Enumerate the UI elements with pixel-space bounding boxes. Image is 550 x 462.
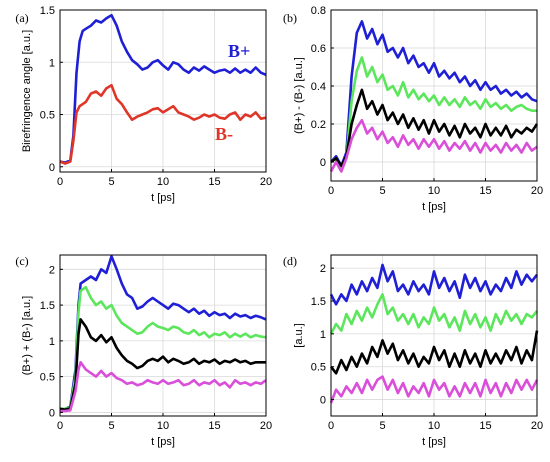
panel-label: (b) <box>283 11 297 25</box>
y-axis-label: (B+) + (B-) [a.u.] <box>21 296 33 375</box>
series-line-3 <box>329 118 538 173</box>
x-tick-label: 5 <box>379 420 385 432</box>
y-tick-label: 1 <box>49 336 55 348</box>
y-tick-label: 0.4 <box>311 81 326 93</box>
series-line-3 <box>329 375 539 404</box>
y-axis-label: [a.u.] <box>293 323 305 347</box>
x-axis-label: t [ps] <box>422 436 446 448</box>
series-line-1 <box>329 293 539 335</box>
series-line-1 <box>59 84 267 165</box>
x-axis-label: t [ps] <box>422 201 446 213</box>
panel-label: (c) <box>15 254 28 268</box>
y-axis-label: Birefringence angle [a.u.] <box>21 30 33 152</box>
x-tick-label: 15 <box>208 176 220 188</box>
x-tick-label: 0 <box>328 185 334 197</box>
x-tick-label: 10 <box>428 185 440 197</box>
series-line-2 <box>330 88 539 168</box>
x-tick-label: 0 <box>57 420 63 432</box>
x-tick-label: 15 <box>479 420 491 432</box>
series-line-3 <box>60 360 267 413</box>
x-tick-label: 10 <box>157 420 169 432</box>
series-line-0 <box>329 263 539 306</box>
y-tick-label: 0 <box>49 162 55 174</box>
y-tick-label: 1.5 <box>311 296 326 308</box>
x-tick-label: 20 <box>531 185 543 197</box>
y-tick-label: 1 <box>320 329 326 341</box>
y-tick-label: 0 <box>320 395 326 407</box>
x-tick-label: 0 <box>328 420 334 432</box>
x-tick-label: 20 <box>260 176 272 188</box>
x-tick-label: 10 <box>428 420 440 432</box>
series-line-1 <box>60 285 267 411</box>
panel-label: (d) <box>283 254 297 268</box>
series-line-2 <box>59 318 266 411</box>
y-tick-label: 0.5 <box>311 362 326 374</box>
chart-panel-0: 0 5 10 15 20 0 0.5 1 1.5 t [ps] Birefringence angl… <box>15 5 272 204</box>
series-line-2 <box>329 330 539 375</box>
chart-panel-3: 0 5 10 15 20 0 0.5 1 1.5 2 t [ps] [a.u.] (d) <box>283 254 543 448</box>
y-axis-label: (B+) - (B-) [a.u.] <box>293 57 305 134</box>
x-tick-label: 5 <box>108 420 114 432</box>
y-tick-label: 0.8 <box>311 5 326 17</box>
y-tick-label: 2 <box>320 263 326 275</box>
y-tick-label: 0.2 <box>311 119 326 131</box>
y-tick-label: 0 <box>320 157 326 169</box>
x-axis-label: t [ps] <box>151 436 175 448</box>
chart-panel-2: 0 5 10 15 20 0 0.5 1 1.5 2 t [ps] (B+) + (B-) [a.u.… <box>15 254 272 448</box>
series-line-0 <box>59 13 267 164</box>
x-tick-label: 20 <box>260 420 272 432</box>
series-line-1 <box>330 56 537 169</box>
legend-label-b-plus: B+ <box>228 41 250 61</box>
chart-panel-1: 0 5 10 15 20 0 0.2 0.4 0.6 0.8 t [ps] (B+) - (B-) [… <box>283 5 543 213</box>
legend-label-b-minus: B- <box>215 124 233 144</box>
x-tick-label: 5 <box>379 185 385 197</box>
x-tick-label: 15 <box>208 420 220 432</box>
y-tick-label: 0 <box>49 407 55 419</box>
y-tick-label: 1.5 <box>40 300 55 312</box>
x-tick-label: 0 <box>57 176 63 188</box>
y-tick-label: 1 <box>49 57 55 69</box>
x-tick-label: 15 <box>479 185 491 197</box>
y-tick-label: 0.6 <box>311 43 326 55</box>
x-tick-label: 20 <box>531 420 543 432</box>
x-tick-label: 5 <box>108 176 114 188</box>
y-tick-label: 2 <box>49 264 55 276</box>
x-tick-label: 10 <box>157 176 169 188</box>
y-tick-label: 0.5 <box>40 110 55 122</box>
y-tick-label: 1.5 <box>40 5 55 17</box>
series-line-0 <box>330 20 538 168</box>
y-tick-label: 0.5 <box>40 372 55 384</box>
series-line-0 <box>60 255 267 411</box>
panel-label: (a) <box>15 11 28 25</box>
x-axis-label: t [ps] <box>151 192 175 204</box>
